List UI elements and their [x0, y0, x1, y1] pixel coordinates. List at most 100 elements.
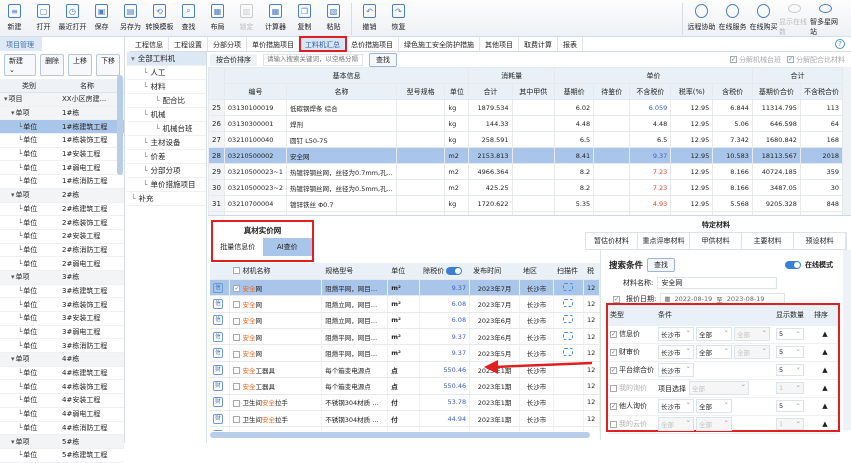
tab-0[interactable]: 工程信息	[130, 37, 169, 51]
price-result-row[interactable]: 信安全网 阻燃平网，网目… m² 9.37 2023年5月 长沙市 12	[210, 344, 600, 362]
tab-ai-price[interactable]: AI查价	[262, 238, 312, 256]
toolbar-button-undo[interactable]: ↶ 撤销	[355, 0, 384, 37]
tab-9[interactable]: 报表	[558, 37, 583, 51]
project-tree-row[interactable]: └单位 4#弱电工程	[0, 408, 124, 422]
tree-node[interactable]: ▾ 全部工料机	[127, 52, 206, 66]
table-row[interactable]: 26 03130300001 焊剂 kg 144.33 4.48 4.48 12.95 5.06…	[208, 115, 843, 132]
row-checkbox[interactable]	[233, 383, 241, 391]
condition-checkbox[interactable]: ✓	[610, 348, 617, 356]
toolbar-button-remote[interactable]: 远程协助	[686, 0, 717, 37]
price-result-row[interactable]: 信安全网 阻燃立网，网目… m² 6.08 2023年6月 长沙市 12	[210, 312, 600, 330]
project-tree-row[interactable]: └单位 3#栋装饰工程	[0, 298, 124, 312]
condition-dropdown[interactable]: 全部	[658, 416, 694, 431]
tree-node[interactable]: └ 机械	[127, 108, 206, 122]
project-button-1[interactable]: 删除	[40, 54, 65, 76]
count-dropdown[interactable]: 5	[776, 363, 804, 376]
tree-node[interactable]: └ 主材设备	[127, 136, 206, 150]
special-tab-1[interactable]: 重点评审材料	[638, 233, 690, 249]
project-button-0[interactable]: 新建 ⌄	[4, 54, 37, 76]
column-header[interactable]: 税率(%)	[670, 83, 714, 100]
condition-checkbox[interactable]: ✓	[610, 366, 617, 374]
select-all-checkbox[interactable]	[233, 267, 241, 275]
condition-dropdown[interactable]: 全部	[696, 344, 732, 359]
column-header[interactable]: 地区	[519, 263, 554, 280]
special-tab-4[interactable]: 预设材料	[794, 233, 846, 249]
sort-up-icon[interactable]: ▲	[812, 415, 838, 434]
toolbar-button-buy[interactable]: 在线购买	[748, 0, 779, 37]
row-checkbox[interactable]	[233, 367, 241, 375]
project-tree-row[interactable]: └单位 3#栋消防工程	[0, 339, 124, 354]
row-checkbox[interactable]	[233, 399, 241, 407]
project-tree-row[interactable]: └单位 4#栋装饰工程	[0, 380, 124, 395]
toolbar-button-calculator[interactable]: ▦ 计算器	[261, 0, 290, 37]
table-row[interactable]: 3203210700013镀锌铁丝 Φ4.0kg20.3665.354.9312…	[208, 211, 843, 215]
expand-arrow-icon[interactable]: ▾	[11, 191, 15, 200]
scan-icon[interactable]	[563, 315, 574, 324]
project-tree-row[interactable]: └单位 1#栋建筑工程	[0, 120, 124, 135]
tab-7[interactable]: 其他项目	[480, 37, 519, 51]
condition-dropdown[interactable]: 长沙市	[658, 326, 694, 341]
split-machine-checkbox[interactable]: ✓ 分解机械台班	[730, 55, 781, 64]
project-tree-row[interactable]: └单位 2#安装工程	[0, 230, 124, 244]
tab-8[interactable]: 取费计算	[519, 37, 558, 51]
project-button-2[interactable]: 上移	[68, 54, 93, 76]
sort-up-icon[interactable]: ▲	[812, 325, 838, 344]
sort-up-icon[interactable]: ▲	[812, 397, 838, 416]
table-row[interactable]: 29 03210500023~1 热镀锌钢丝网，丝径为0.7mm,孔... m2 496…	[208, 163, 843, 180]
column-header[interactable]: 基期价	[553, 83, 595, 100]
column-header[interactable]: 含税价	[712, 83, 753, 100]
toolbar-button-recent[interactable]: ◷ 最近打开	[58, 0, 87, 37]
project-tree-row[interactable]: └单位 4#栋建筑工程	[0, 367, 124, 381]
tax-toggle[interactable]	[446, 266, 463, 275]
column-header[interactable]: 待鉴价	[593, 83, 631, 100]
condition-checkbox[interactable]	[610, 384, 617, 392]
column-header[interactable]: 不含税价	[629, 83, 672, 100]
project-tree-row[interactable]: ▾单项 3#栋	[0, 270, 124, 285]
row-checkbox[interactable]: ✓	[233, 285, 241, 293]
toolbar-button-convert[interactable]: ⟲ 转换模板	[145, 0, 174, 37]
project-tree-row[interactable]: └单位 1#弱电工程	[0, 161, 124, 176]
toolbar-button-layout[interactable]: ▦ 布局	[203, 0, 232, 37]
quote-date-checkbox[interactable]: ✓	[613, 295, 620, 303]
toolbar-button-online[interactable]: 显示在线数	[779, 0, 810, 37]
condition-dropdown[interactable]: 长沙市	[658, 344, 694, 359]
toolbar-button-paste[interactable]: ▧ 粘贴	[319, 0, 348, 37]
project-tree-row[interactable]: └单位 3#栋建筑工程	[0, 285, 124, 299]
tab-5[interactable]: 总价措施项目	[346, 37, 399, 51]
project-tree-row[interactable]: └单位 3#安装工程	[0, 312, 124, 326]
row-checkbox[interactable]	[233, 350, 241, 358]
condition-checkbox[interactable]	[610, 420, 617, 428]
row-checkbox[interactable]	[233, 301, 241, 309]
condition-dropdown[interactable]: 全部	[696, 416, 732, 431]
project-tree-row[interactable]: ▾单项 2#栋	[0, 188, 124, 203]
toolbar-button-headset[interactable]: 在线服务	[717, 0, 748, 37]
material-name-input[interactable]: 安全网	[657, 277, 778, 289]
condition-dropdown[interactable]: 全部	[734, 344, 770, 359]
sort-by-total-button[interactable]: 按合价排序	[210, 53, 257, 66]
tab-batch-info-price[interactable]: 批量信息价	[220, 243, 256, 251]
table-row[interactable]: 30 03210500023~2 热镀锌钢丝网，丝径为0.5mm,孔... m2 425…	[208, 179, 843, 196]
expand-arrow-icon[interactable]: ▾	[11, 355, 15, 364]
project-tree-row[interactable]: ▾项目 XX小区房建...	[0, 93, 124, 107]
count-dropdown[interactable]: 1	[776, 417, 804, 430]
project-tree-row[interactable]: ▾单项 5#栋	[0, 435, 124, 449]
project-tree-row[interactable]: └单位 3#弱电工程	[0, 326, 124, 340]
help-icon[interactable]: ?	[835, 39, 845, 49]
toolbar-button-search[interactable]: ⌕ 查找	[174, 0, 203, 37]
column-header[interactable]: 规格型号	[321, 263, 389, 280]
toolbar-button-redo[interactable]: ↷ 恢复	[384, 0, 413, 37]
condition-dropdown[interactable]: 全部	[734, 326, 770, 341]
sort-up-icon[interactable]: ▲	[812, 343, 838, 362]
toolbar-button-copy[interactable]: ❐ 复制	[290, 0, 319, 37]
project-scrollbar[interactable]	[117, 75, 123, 175]
column-header[interactable]: 税	[583, 263, 600, 280]
condition-dropdown[interactable]: 全部	[696, 326, 732, 341]
table-row[interactable]: 27 03210100040 圆钉 L50-75 kg 258.591 6.5 6.5 12.…	[208, 131, 843, 148]
condition-dropdown[interactable]: 全部	[696, 398, 732, 413]
column-header[interactable]: 名称	[286, 83, 397, 100]
toolbar-button-website[interactable]: 智多星网站	[810, 0, 841, 37]
main-table-scrollbar[interactable]	[843, 67, 851, 215]
column-header[interactable]: 其中甲供	[511, 83, 556, 100]
project-tree-row[interactable]: └单位 2#栋消防工程	[0, 244, 124, 258]
sort-up-icon[interactable]: ▲	[812, 379, 838, 398]
